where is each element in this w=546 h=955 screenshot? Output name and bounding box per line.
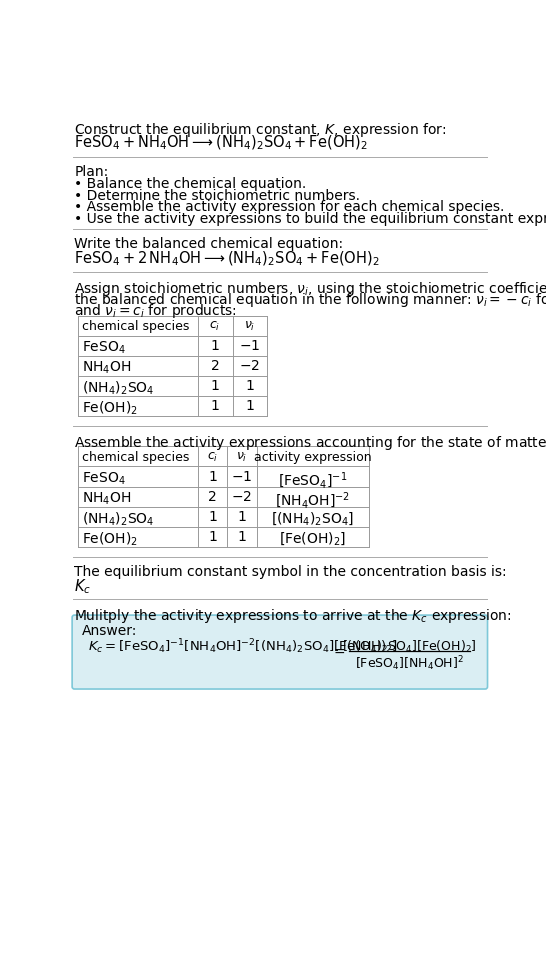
Text: $[(\mathrm{NH_4})_2\mathrm{SO_4}][\mathrm{Fe(OH)_2}]$: $[(\mathrm{NH_4})_2\mathrm{SO_4}][\mathr…	[342, 639, 477, 655]
Text: 1: 1	[246, 379, 254, 393]
FancyBboxPatch shape	[72, 615, 488, 689]
Text: $-2$: $-2$	[232, 490, 252, 504]
Text: 1: 1	[208, 471, 217, 484]
Text: $\nu_i$: $\nu_i$	[236, 451, 247, 464]
Text: $-1$: $-1$	[239, 339, 260, 353]
Text: 2: 2	[208, 490, 217, 504]
Text: $K_c$: $K_c$	[74, 578, 92, 596]
Text: $[\mathrm{Fe(OH)_2}]$: $[\mathrm{Fe(OH)_2}]$	[279, 530, 346, 547]
Text: Write the balanced chemical equation:: Write the balanced chemical equation:	[74, 237, 343, 251]
Text: Answer:: Answer:	[82, 624, 138, 638]
Text: • Use the activity expressions to build the equilibrium constant expression.: • Use the activity expressions to build …	[74, 212, 546, 225]
Text: The equilibrium constant symbol in the concentration basis is:: The equilibrium constant symbol in the c…	[74, 565, 507, 579]
Text: Assign stoichiometric numbers, $\nu_i$, using the stoichiometric coefficients, $: Assign stoichiometric numbers, $\nu_i$, …	[74, 280, 546, 298]
Text: • Balance the chemical equation.: • Balance the chemical equation.	[74, 177, 307, 191]
Text: activity expression: activity expression	[254, 451, 372, 464]
Text: Plan:: Plan:	[74, 164, 109, 179]
Text: $[\mathrm{FeSO_4}][\mathrm{NH_4OH}]^2$: $[\mathrm{FeSO_4}][\mathrm{NH_4OH}]^2$	[355, 654, 464, 673]
Text: Mulitply the activity expressions to arrive at the $K_c$ expression:: Mulitply the activity expressions to arr…	[74, 606, 512, 625]
Text: $[(\mathrm{NH_4})_2\mathrm{SO_4}]$: $[(\mathrm{NH_4})_2\mathrm{SO_4}]$	[271, 510, 354, 527]
Text: and $\nu_i = c_i$ for products:: and $\nu_i = c_i$ for products:	[74, 302, 238, 320]
Text: 1: 1	[246, 399, 254, 414]
Text: $\mathrm{FeSO_4 + NH_4OH \longrightarrow (NH_4)_2SO_4 + Fe(OH)_2}$: $\mathrm{FeSO_4 + NH_4OH \longrightarrow…	[74, 134, 369, 152]
Text: $[\mathrm{FeSO_4}]^{-1}$: $[\mathrm{FeSO_4}]^{-1}$	[278, 471, 347, 491]
Text: $\mathrm{FeSO_4}$: $\mathrm{FeSO_4}$	[82, 471, 126, 487]
Text: $\mathrm{(NH_4)_2SO_4}$: $\mathrm{(NH_4)_2SO_4}$	[82, 379, 155, 397]
Text: $\mathrm{NH_4OH}$: $\mathrm{NH_4OH}$	[82, 359, 132, 376]
Text: 1: 1	[238, 530, 246, 544]
Text: $\mathrm{NH_4OH}$: $\mathrm{NH_4OH}$	[82, 490, 132, 507]
Text: $\mathrm{Fe(OH)_2}$: $\mathrm{Fe(OH)_2}$	[82, 530, 138, 548]
Text: 1: 1	[211, 379, 219, 393]
Text: $-1$: $-1$	[231, 471, 252, 484]
Text: the balanced chemical equation in the following manner: $\nu_i = -c_i$ for react: the balanced chemical equation in the fo…	[74, 291, 546, 308]
Text: Assemble the activity expressions accounting for the state of matter and $\nu_i$: Assemble the activity expressions accoun…	[74, 435, 546, 452]
Text: • Determine the stoichiometric numbers.: • Determine the stoichiometric numbers.	[74, 188, 360, 202]
Text: 1: 1	[238, 510, 246, 524]
Text: $\mathrm{(NH_4)_2SO_4}$: $\mathrm{(NH_4)_2SO_4}$	[82, 510, 155, 528]
Text: $c_i$: $c_i$	[210, 320, 221, 333]
Text: $\mathrm{Fe(OH)_2}$: $\mathrm{Fe(OH)_2}$	[82, 399, 138, 417]
Text: 2: 2	[211, 359, 219, 373]
Text: chemical species: chemical species	[82, 320, 189, 333]
Text: $\nu_i$: $\nu_i$	[244, 320, 256, 333]
Text: $c_i$: $c_i$	[207, 451, 218, 464]
Text: 1: 1	[211, 339, 219, 353]
Text: chemical species: chemical species	[82, 451, 189, 464]
Text: $\mathrm{FeSO_4}$: $\mathrm{FeSO_4}$	[82, 339, 126, 356]
Text: 1: 1	[208, 510, 217, 524]
Text: 1: 1	[211, 399, 219, 414]
Text: $\mathrm{FeSO_4 + 2\,NH_4OH \longrightarrow (NH_4)_2SO_4 + Fe(OH)_2}$: $\mathrm{FeSO_4 + 2\,NH_4OH \longrightar…	[74, 249, 380, 267]
Text: $K_c = [\mathrm{FeSO_4}]^{-1}[\mathrm{NH_4OH}]^{-2}[(\mathrm{NH_4})_2\mathrm{SO_: $K_c = [\mathrm{FeSO_4}]^{-1}[\mathrm{NH…	[88, 637, 398, 656]
Text: $[\mathrm{NH_4OH}]^{-2}$: $[\mathrm{NH_4OH}]^{-2}$	[275, 490, 351, 511]
Text: Construct the equilibrium constant, $K$, expression for:: Construct the equilibrium constant, $K$,…	[74, 120, 447, 138]
Text: • Assemble the activity expression for each chemical species.: • Assemble the activity expression for e…	[74, 200, 505, 214]
Text: $=$: $=$	[330, 644, 346, 658]
Text: $-2$: $-2$	[240, 359, 260, 373]
Text: 1: 1	[208, 530, 217, 544]
